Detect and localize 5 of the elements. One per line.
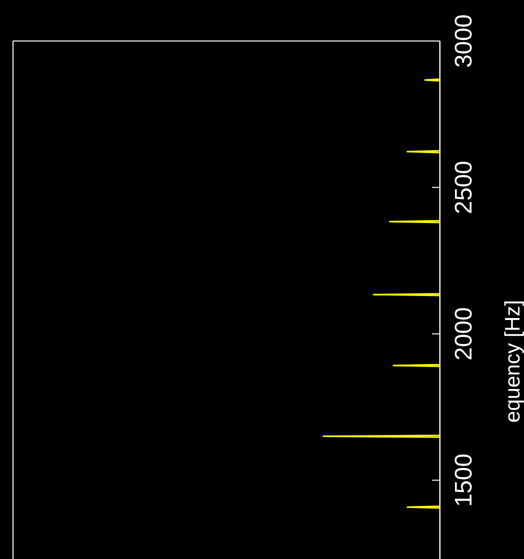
y-tick-label: 2000: [450, 307, 478, 361]
y-tick-label: 2500: [450, 160, 478, 214]
y-tick-label: 3000: [450, 14, 478, 68]
y-tick-label: 1500: [450, 454, 478, 507]
y-axis-title: equency [Hz]: [501, 300, 524, 423]
